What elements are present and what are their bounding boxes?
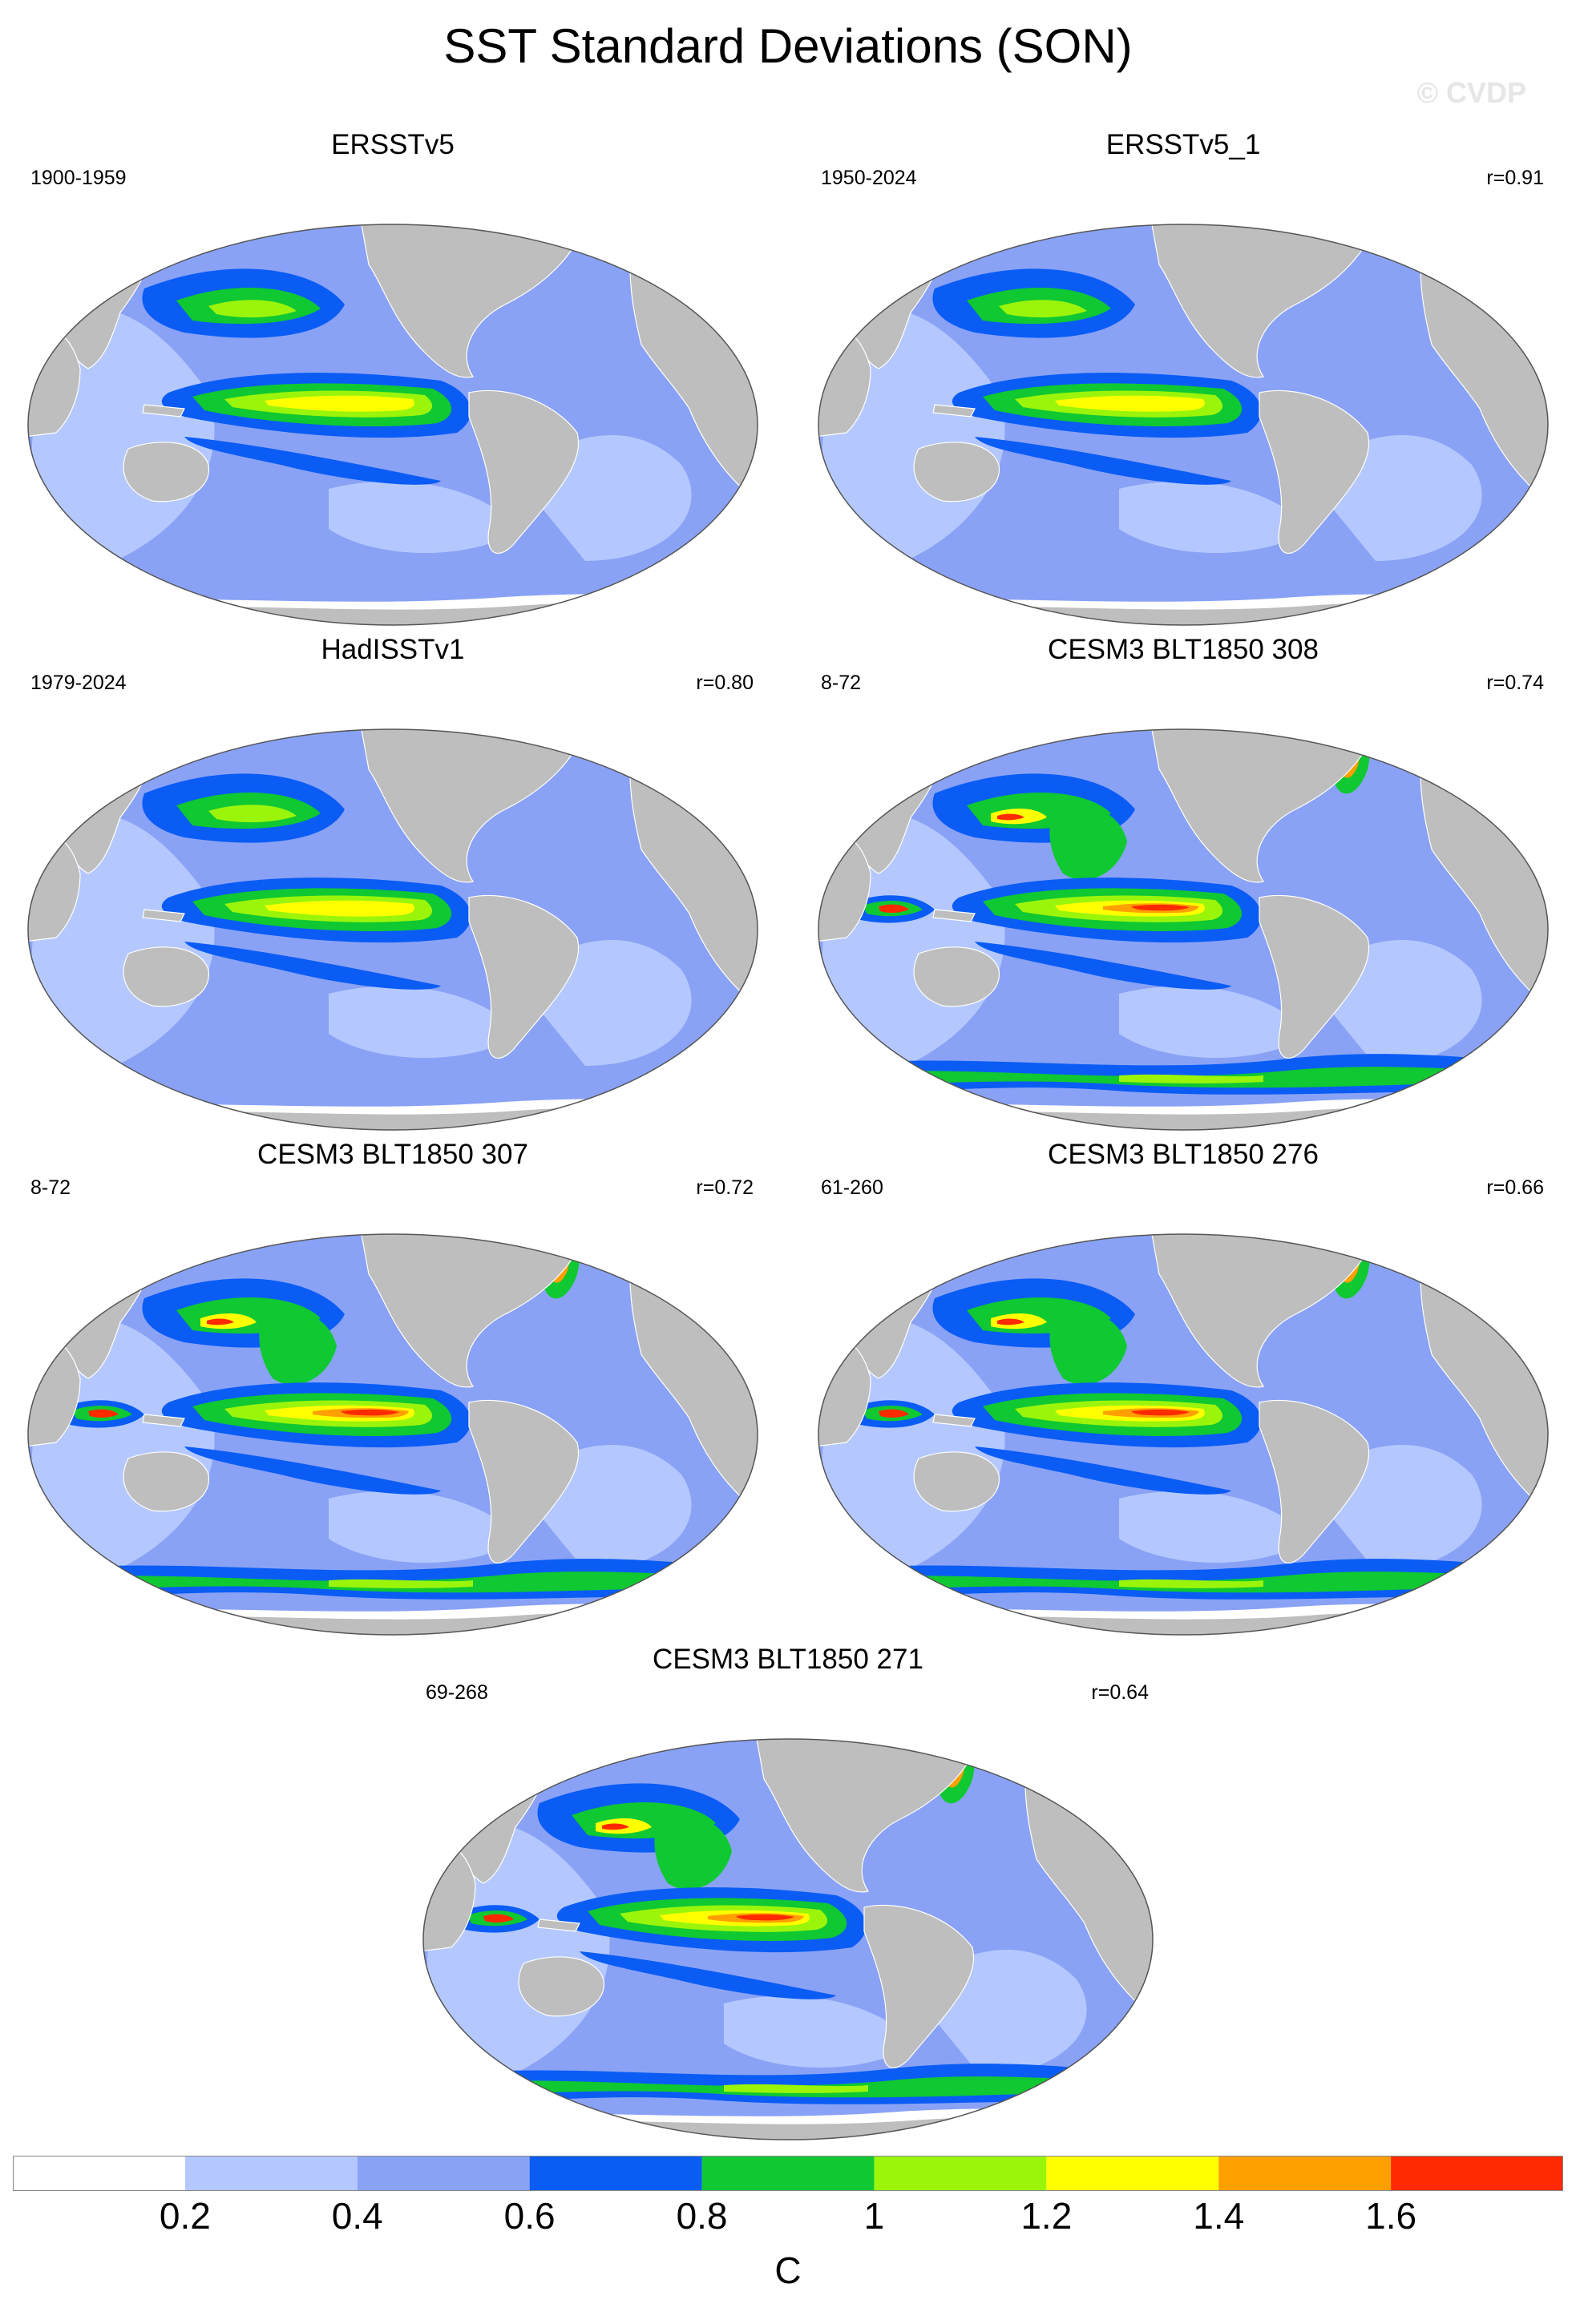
panel-correlation: r=0.72 (696, 1176, 754, 1199)
colorbar-tick-label: 0.6 (503, 2195, 556, 2237)
map-outline (27, 1233, 758, 1636)
map-outline (27, 224, 758, 626)
panel-correlation: r=0.80 (696, 672, 754, 694)
map-panel: CESM3 BLT1850 308 8-72 r=0.74 (814, 633, 1552, 1143)
map-canvas (818, 224, 1549, 626)
colorbar (13, 2156, 1563, 2191)
panel-title: CESM3 BLT1850 307 (257, 1139, 528, 1170)
colorbar-swatch (701, 2156, 875, 2191)
panel-title: CESM3 BLT1850 308 (1048, 634, 1319, 665)
colorbar-tick-label: 1 (863, 2195, 885, 2237)
colorbar-tick-label: 1.6 (1365, 2195, 1417, 2237)
colorbar-swatch (529, 2156, 702, 2191)
panel-title: ERSSTv5 (331, 129, 455, 160)
panel-period: 1900-1959 (30, 167, 127, 189)
panel-title: ERSSTv5_1 (1105, 129, 1261, 160)
map-outline (422, 1738, 1154, 2140)
map-panel: HadISSTv1 1979-2024 r=0.80 (24, 633, 762, 1143)
map-canvas (27, 728, 758, 1131)
colorbar-swatch (357, 2156, 530, 2191)
colorbar-tick-label: 1.2 (1020, 2195, 1073, 2237)
colorbar-tick-label: 0.4 (331, 2195, 383, 2237)
panel-correlation: r=0.74 (1486, 672, 1544, 694)
map-canvas (27, 224, 758, 626)
map-panel: ERSSTv5_1 1950-2024 r=0.91 (814, 128, 1552, 638)
panel-title: CESM3 BLT1850 271 (653, 1644, 923, 1675)
map-canvas (818, 728, 1549, 1131)
map-canvas (818, 1233, 1549, 1636)
panel-correlation: r=0.66 (1486, 1176, 1544, 1199)
map-outline (818, 1233, 1549, 1636)
colorbar-tick-label: 1.4 (1193, 2195, 1245, 2237)
map-outline (27, 728, 758, 1131)
panel-correlation: r=0.91 (1486, 167, 1544, 189)
map-panel: CESM3 BLT1850 307 8-72 r=0.72 (24, 1138, 762, 1648)
colorbar-swatch (1391, 2156, 1563, 2191)
panel-title: CESM3 BLT1850 276 (1048, 1139, 1319, 1170)
map-panel: CESM3 BLT1850 276 61-260 r=0.66 (814, 1138, 1552, 1648)
map-panel: CESM3 BLT1850 271 69-268 r=0.64 (419, 1643, 1157, 2153)
map-outline (818, 728, 1549, 1131)
colorbar-swatch (184, 2156, 358, 2191)
colorbar-tick-label: 0.2 (159, 2195, 211, 2237)
panel-period: 69-268 (426, 1681, 488, 1704)
colorbar-bar (13, 2156, 1563, 2191)
colorbar-swatch (874, 2156, 1047, 2191)
colorbar-tick-label: 0.8 (676, 2195, 728, 2237)
panel-period: 1979-2024 (30, 672, 127, 694)
map-panel: ERSSTv5 1900-1959 (24, 128, 762, 638)
panel-period: 61-260 (821, 1176, 883, 1199)
panel-period: 8-72 (30, 1176, 71, 1199)
map-canvas (27, 1233, 758, 1636)
watermark: © CVDP (1416, 76, 1526, 109)
colorbar-unit: C (774, 2249, 802, 2291)
panel-correlation: r=0.64 (1091, 1681, 1149, 1704)
figure-title: SST Standard Deviations (SON) (443, 19, 1133, 73)
map-canvas (422, 1738, 1154, 2140)
colorbar-swatch (1046, 2156, 1219, 2191)
colorbar-swatch (13, 2156, 185, 2191)
colorbar-swatch (1218, 2156, 1392, 2191)
panel-period: 1950-2024 (821, 167, 917, 189)
map-outline (818, 224, 1549, 626)
panel-period: 8-72 (821, 672, 862, 694)
panel-title: HadISSTv1 (321, 634, 465, 665)
